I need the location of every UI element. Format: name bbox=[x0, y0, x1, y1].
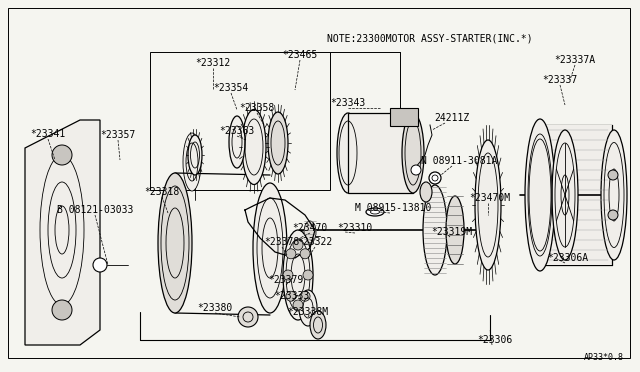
Ellipse shape bbox=[402, 113, 424, 193]
Text: *23306: *23306 bbox=[477, 335, 513, 345]
Ellipse shape bbox=[304, 221, 316, 243]
Ellipse shape bbox=[283, 230, 313, 320]
Text: *23357: *23357 bbox=[100, 130, 136, 140]
Ellipse shape bbox=[229, 116, 245, 168]
Bar bbox=[540, 125, 612, 265]
Circle shape bbox=[300, 249, 310, 259]
Polygon shape bbox=[25, 120, 100, 345]
Ellipse shape bbox=[475, 140, 501, 270]
Text: *23354: *23354 bbox=[213, 83, 248, 93]
Ellipse shape bbox=[525, 119, 555, 271]
Ellipse shape bbox=[420, 182, 432, 202]
Text: *23363: *23363 bbox=[220, 126, 255, 136]
Circle shape bbox=[286, 249, 296, 259]
Text: *23341: *23341 bbox=[30, 129, 66, 139]
Bar bbox=[348, 113, 413, 193]
Circle shape bbox=[293, 300, 303, 310]
Text: *23378: *23378 bbox=[264, 237, 300, 247]
Text: N 08911-3081A: N 08911-3081A bbox=[421, 156, 497, 166]
Text: NOTE:23300MOTOR ASSY-STARTER(INC.*): NOTE:23300MOTOR ASSY-STARTER(INC.*) bbox=[327, 33, 533, 43]
Text: *23337A: *23337A bbox=[554, 55, 596, 65]
Circle shape bbox=[300, 291, 310, 301]
Ellipse shape bbox=[158, 173, 192, 313]
Ellipse shape bbox=[366, 208, 384, 216]
Ellipse shape bbox=[183, 133, 201, 191]
Circle shape bbox=[429, 172, 441, 184]
Circle shape bbox=[411, 165, 421, 175]
Circle shape bbox=[286, 291, 296, 301]
Text: *23338M: *23338M bbox=[287, 307, 328, 317]
Ellipse shape bbox=[253, 183, 287, 313]
Ellipse shape bbox=[188, 135, 202, 175]
Circle shape bbox=[52, 145, 72, 165]
Text: *23312: *23312 bbox=[195, 58, 230, 68]
Text: *23358: *23358 bbox=[239, 103, 275, 113]
Ellipse shape bbox=[526, 125, 554, 265]
Text: *23318: *23318 bbox=[145, 187, 180, 197]
Text: *23465: *23465 bbox=[282, 50, 317, 60]
Text: *23380: *23380 bbox=[197, 303, 232, 313]
Text: *23322: *23322 bbox=[298, 237, 333, 247]
Circle shape bbox=[303, 270, 313, 280]
Circle shape bbox=[293, 240, 303, 250]
Text: *23337: *23337 bbox=[542, 75, 578, 85]
Ellipse shape bbox=[299, 290, 317, 326]
Text: *23306A: *23306A bbox=[547, 253, 589, 263]
Ellipse shape bbox=[268, 112, 288, 174]
Text: 24211Z: 24211Z bbox=[435, 113, 470, 123]
Text: *23310: *23310 bbox=[337, 223, 372, 233]
Text: *23470: *23470 bbox=[292, 223, 328, 233]
Ellipse shape bbox=[337, 113, 359, 193]
Text: M 08915-13810: M 08915-13810 bbox=[355, 203, 431, 213]
Circle shape bbox=[283, 270, 293, 280]
Text: *23343: *23343 bbox=[330, 98, 365, 108]
Circle shape bbox=[93, 258, 107, 272]
Text: *23319M: *23319M bbox=[431, 227, 472, 237]
Text: AP33*0.8: AP33*0.8 bbox=[584, 353, 624, 362]
Ellipse shape bbox=[242, 109, 266, 185]
Ellipse shape bbox=[446, 196, 464, 264]
Circle shape bbox=[608, 170, 618, 180]
Text: *23333: *23333 bbox=[275, 291, 310, 301]
Text: *23470M: *23470M bbox=[469, 193, 511, 203]
Bar bbox=[390, 108, 418, 126]
Ellipse shape bbox=[310, 311, 326, 339]
Circle shape bbox=[52, 300, 72, 320]
Circle shape bbox=[238, 307, 258, 327]
Text: *23379: *23379 bbox=[268, 275, 303, 285]
Ellipse shape bbox=[552, 130, 578, 260]
Circle shape bbox=[608, 210, 618, 220]
Ellipse shape bbox=[601, 130, 627, 260]
Text: B 08121-03033: B 08121-03033 bbox=[57, 205, 133, 215]
Ellipse shape bbox=[423, 185, 447, 275]
